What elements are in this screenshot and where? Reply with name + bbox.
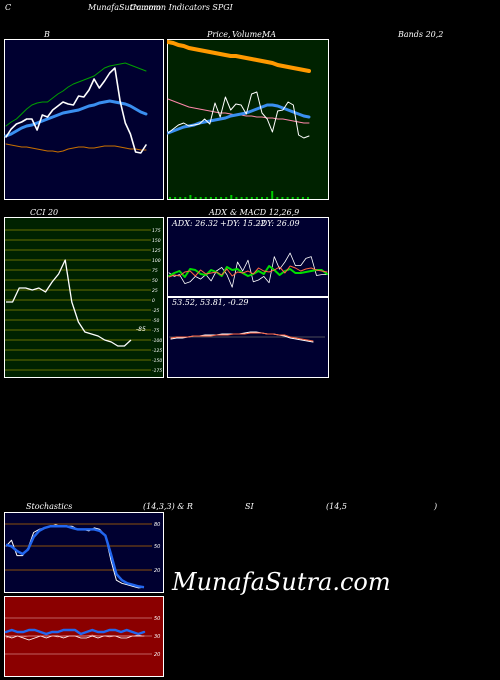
adx-chart — [167, 217, 329, 297]
header-c-label: C — [5, 3, 12, 12]
cci-tick-label: 50 — [152, 278, 158, 284]
stochastics-params: (14,3,3) & R — [143, 502, 193, 511]
volume-bar — [235, 197, 238, 199]
cci-tick-label: 125 — [152, 248, 161, 254]
volume-bar — [255, 197, 258, 199]
cci-tick-label: 25 — [152, 288, 158, 294]
cci-last-value: -85 — [136, 326, 146, 333]
rsi-params: (14,5 — [326, 502, 347, 511]
volume-bar — [169, 197, 171, 199]
macd-chart — [167, 297, 329, 378]
page-title: Common Indicators SPGI — [130, 3, 233, 12]
bollinger-middle-band — [4, 99, 148, 138]
rsi-tick-label: 20 — [154, 652, 160, 658]
volume-bar — [230, 195, 233, 199]
watermark: MunafaSutra.com — [172, 568, 391, 596]
bollinger-upper-band — [5, 62, 147, 127]
bollinger-chart — [4, 39, 164, 200]
stochastics-frame — [4, 512, 164, 593]
rsi-tick-label: 50 — [154, 616, 160, 622]
volume-bar — [261, 197, 263, 199]
plus-di-value: +DY: 15.22 — [220, 219, 266, 228]
price-line — [167, 91, 310, 139]
bollinger-price-line — [5, 67, 147, 154]
macd-label: & MACD 12,26,9 — [230, 208, 300, 217]
cci-tick-label: 0 — [152, 298, 155, 304]
volume-bar — [189, 195, 192, 199]
bands-label: Bands 20,2 — [398, 30, 444, 39]
stochastics-tick-label: 50 — [154, 544, 160, 550]
ma-label: MA — [262, 30, 276, 39]
volume-bar — [179, 197, 182, 199]
volume-bar — [209, 197, 212, 199]
cci-tick-label: -75 — [152, 328, 159, 334]
cci-label: CCI 20 — [30, 208, 59, 217]
bollinger-lower-band — [5, 143, 147, 153]
volume-bar — [281, 197, 284, 199]
cci-tick-label: 150 — [152, 238, 161, 244]
cci-tick-label: -100 — [152, 338, 162, 344]
volume-bar — [250, 197, 253, 199]
volume-bar — [286, 197, 289, 199]
cci-tick-label: -175 — [152, 368, 162, 374]
adx-value: ADX: 26.32 — [172, 219, 219, 228]
rsi-blue-line — [4, 628, 146, 636]
stochastics-d-line — [5, 525, 145, 589]
stochastics-label: Stochastics — [26, 502, 73, 511]
volume-bar — [225, 197, 228, 199]
macd-signal-line — [170, 332, 314, 342]
cci-tick-label: -25 — [152, 308, 159, 314]
rsi-chart: 50 30 20 — [4, 596, 164, 677]
volume-bar — [271, 191, 274, 199]
adx-frame — [167, 217, 329, 297]
volume-bar — [296, 197, 299, 199]
stochastics-tick-label: 20 — [154, 568, 160, 574]
stochastics-tick-label: 80 — [154, 522, 160, 528]
volume-bar — [291, 197, 294, 199]
price-ma-chart — [167, 39, 329, 200]
volume-bar — [204, 197, 207, 199]
volume-bar — [194, 197, 197, 199]
price-label: Price, — [207, 30, 231, 39]
cci-frame — [4, 217, 164, 378]
minus-di-line — [168, 265, 328, 278]
adx-label: ADX — [209, 208, 227, 217]
cci-tick-label: 75 — [152, 268, 158, 274]
cci-chart: 175 150 125 100 75 50 25 0 -25 -50 -75 -100 -125 -150… — [4, 217, 164, 378]
cci-tick-label: -150 — [152, 358, 162, 364]
volume-bar — [276, 197, 279, 199]
rsi-mid-line — [5, 634, 145, 639]
volume-bar — [184, 197, 187, 199]
volume-bar — [307, 197, 309, 199]
volume-bar — [266, 197, 269, 199]
rsi-close-paren: ) — [434, 502, 438, 511]
minus-di-value: -DY: 26.09 — [258, 219, 300, 228]
rsi-frame — [4, 596, 164, 677]
volume-label: Volume, — [232, 30, 265, 39]
rsi-tick-label: 30 — [154, 634, 160, 640]
price-ma-frame — [167, 39, 329, 200]
volume-bar — [199, 197, 202, 199]
stochastics-chart: 80 50 20 — [4, 512, 164, 593]
volume-bar — [215, 197, 217, 199]
cci-tick-label: -50 — [152, 318, 159, 324]
macd-frame — [167, 297, 329, 378]
cci-tick-label: -125 — [152, 348, 162, 354]
cci-tick-label: 100 — [152, 258, 161, 264]
price-ma-orange — [167, 40, 311, 73]
volume-bar — [245, 197, 248, 199]
volume-bar — [240, 197, 243, 199]
volume-bar — [301, 197, 304, 199]
cci-tick-label: 175 — [152, 228, 161, 234]
volume-bar — [220, 197, 223, 199]
site-name: MunafaSutra.com — [88, 3, 161, 12]
bollinger-label: B — [44, 30, 50, 39]
cci-line — [6, 259, 132, 347]
plus-di-line — [168, 265, 328, 278]
rsi-label: SI — [245, 502, 254, 511]
macd-readout: 53.52, 53.81, -0.29 — [172, 298, 249, 307]
volume-bar — [174, 197, 177, 199]
